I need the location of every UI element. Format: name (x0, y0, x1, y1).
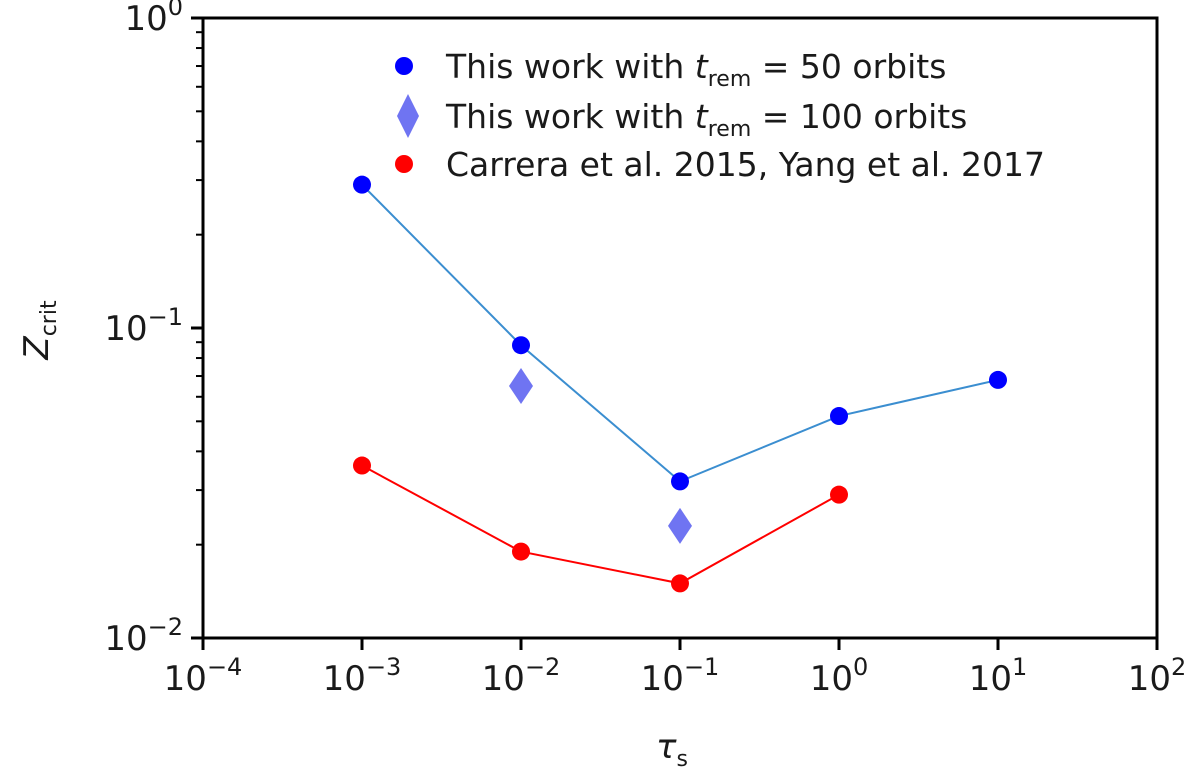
legend: This work with trem = 50 orbits This work… (395, 47, 1045, 184)
data-point (512, 542, 530, 561)
legend-label: This work with trem = 50 orbits (445, 47, 946, 92)
data-point (830, 485, 848, 504)
legend-marker (395, 57, 413, 75)
data-point (668, 507, 692, 544)
data-point (353, 175, 371, 194)
x-tick-label: 10−1 (641, 653, 720, 699)
legend-entry: Carrera et al. 2015, Yang et al. 2017 (395, 145, 1045, 184)
series-line (361, 183, 999, 483)
x-tick-label: 102 (1128, 653, 1187, 699)
legend-label: Carrera et al. 2015, Yang et al. 2017 (446, 145, 1045, 184)
x-tick-label: 100 (810, 653, 869, 699)
x-tick-label: 10−3 (323, 653, 402, 699)
data-point (671, 472, 689, 491)
x-axis-label: τs (656, 727, 688, 772)
series-line (361, 464, 840, 585)
x-tick-label: 101 (969, 653, 1028, 699)
legend-marker (397, 94, 419, 138)
legend-label: This work with trem = 100 orbits (445, 97, 967, 142)
data-point (671, 574, 689, 593)
plot-area (353, 175, 1007, 593)
data-point (353, 456, 371, 475)
data-point (989, 370, 1007, 389)
series-3 (353, 456, 848, 593)
legend-entry: This work with trem = 50 orbits (395, 47, 946, 92)
y-axis: 10−2 10−1 100 (104, 0, 203, 659)
y-tick-label: 10−1 (104, 303, 183, 349)
series-2 (509, 367, 692, 544)
data-point (830, 407, 848, 426)
series-1 (353, 175, 1007, 491)
y-tick-label: 100 (124, 0, 183, 39)
x-tick-label: 10−4 (164, 653, 243, 699)
legend-entry: This work with trem = 100 orbits (397, 94, 967, 142)
y-tick-label: 10−2 (104, 613, 183, 659)
data-point (512, 336, 530, 355)
legend-marker (395, 155, 413, 173)
data-point (509, 367, 533, 404)
x-tick-label: 10−2 (482, 653, 561, 699)
x-axis: 10−4 10−3 10−2 10−1 100 101 102 (164, 638, 1187, 699)
y-axis-label: Zcrit (17, 300, 62, 361)
